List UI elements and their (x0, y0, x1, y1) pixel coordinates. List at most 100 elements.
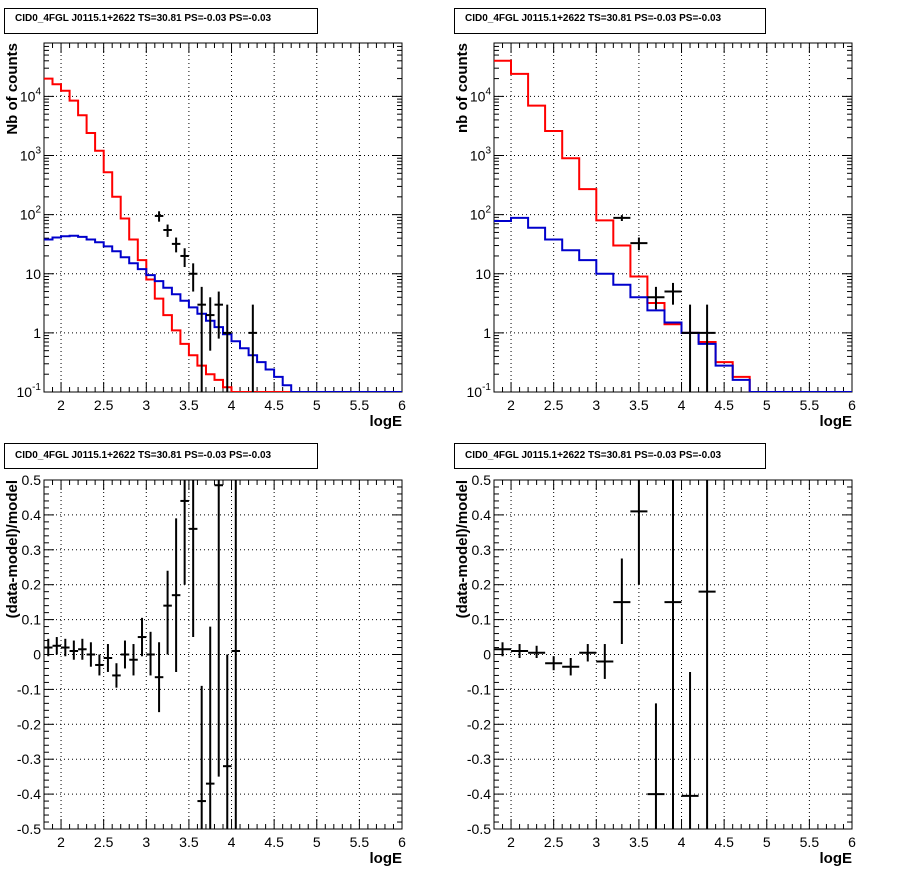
x-tick-label: 4.5 (714, 834, 734, 850)
y-tick-label: 0.5 (472, 472, 492, 488)
data-point (44, 638, 53, 657)
y-tick-label: -0.4 (17, 786, 41, 802)
data-point (120, 640, 130, 669)
data-point (163, 224, 172, 237)
y-tick-label: -0.5 (17, 821, 41, 837)
x-tick-label: 6 (848, 397, 856, 413)
x-tick-label: 5 (763, 834, 771, 850)
grid-lines (44, 480, 402, 829)
data-point (223, 654, 232, 829)
data-point (596, 644, 614, 679)
data-point (698, 304, 716, 392)
y-tick-label: -0.1 (17, 681, 41, 697)
plot-data (494, 59, 852, 392)
x-tick-label: 2.5 (544, 397, 564, 413)
y-tick-label: 104 (20, 86, 42, 104)
y-tick-label: -0.2 (17, 716, 41, 732)
plot-data (44, 480, 241, 829)
data-point (630, 480, 648, 585)
data-point (180, 248, 189, 268)
y-tick-label: 103 (470, 146, 492, 164)
x-tick-label: 4 (228, 834, 236, 850)
x-tick-label: 5.5 (800, 397, 820, 413)
plot-2-title: CID0_4FGL J0115.1+2622 TS=30.81 PS=-0.03… (454, 8, 766, 34)
data-point (188, 263, 198, 292)
y-tick-label: 102 (20, 205, 42, 223)
y-axis-label: (data-model)/model (454, 480, 471, 618)
axes (493, 42, 853, 393)
x-tick-label: 3 (142, 397, 150, 413)
data-point (698, 480, 716, 829)
y-tick-label: -0.5 (467, 821, 491, 837)
data-point (171, 518, 181, 672)
x-tick-label: 2 (507, 397, 515, 413)
y-tick-label: -0.1 (467, 681, 491, 697)
grid-lines (44, 43, 402, 392)
y-tick-label: 0 (483, 647, 491, 663)
data-point (647, 286, 665, 310)
data-point (86, 642, 96, 667)
data-point (528, 645, 546, 658)
y-tick-label: 1 (33, 325, 41, 341)
x-tick-label: 3.5 (629, 397, 649, 413)
model-total-histogram (494, 59, 852, 392)
y-tick-label: 10 (25, 266, 41, 282)
data-point (103, 644, 113, 672)
plot-1: 2 2.5 3 3.5 4 4.5 5 5.5 6 10-1 1 10 102 103 104 logE Nb … (4, 42, 406, 430)
x-tick-label: 5 (313, 397, 321, 413)
plot-data (44, 77, 402, 392)
x-tick-label: 4 (678, 834, 686, 850)
y-axis-label: Nb of counts (4, 43, 21, 135)
data-point (180, 480, 189, 585)
x-tick-label: 2.5 (94, 397, 114, 413)
data-point (188, 480, 198, 638)
data-point (171, 237, 181, 253)
x-tick-label: 6 (398, 834, 406, 850)
data-point (562, 657, 580, 676)
plot-frame (43, 42, 403, 393)
y-tick-label: -0.2 (467, 716, 491, 732)
plot-3: 2 2.5 3 3.5 4 4.5 5 5.5 6 -0.5 -0.4 -0.3 -0.2 -0.1 0 0.… (4, 472, 406, 867)
data-point (214, 291, 223, 339)
x-tick-label: 5 (313, 834, 321, 850)
data-point (630, 237, 648, 251)
x-tick-label: 2.5 (544, 834, 564, 850)
data-point (205, 626, 215, 829)
data-point (664, 282, 682, 305)
data-point (146, 631, 155, 676)
data-point (112, 663, 121, 688)
data-point (78, 638, 87, 660)
y-tick-label: -0.4 (467, 786, 491, 802)
y-tick-label: 0.2 (472, 577, 492, 593)
y-tick-label: -0.3 (17, 751, 41, 767)
data-point (129, 644, 138, 676)
x-tick-label: 4.5 (264, 397, 284, 413)
data-point (681, 304, 699, 392)
x-tick-label: 2.5 (94, 834, 114, 850)
data-point (205, 297, 215, 351)
model-background-histogram (494, 216, 852, 392)
x-tick-label: 3.5 (179, 834, 199, 850)
x-tick-label: 6 (398, 397, 406, 413)
data-point (197, 685, 206, 829)
y-tick-label: 1 (483, 325, 491, 341)
x-axis-label: logE (820, 413, 853, 430)
x-tick-label: 4.5 (264, 834, 284, 850)
data-point (61, 638, 70, 657)
x-tick-label: 3 (592, 834, 600, 850)
data-point (579, 644, 597, 662)
data-point (223, 304, 232, 392)
x-tick-label: 4 (678, 397, 686, 413)
plot-2: 2 2.5 3 3.5 4 4.5 5 5.5 6 10-1 1 10 102 103 104 logE nb … (454, 42, 856, 430)
data-point (154, 642, 164, 713)
x-tick-label: 3 (142, 834, 150, 850)
y-tick-label: 10-1 (467, 382, 492, 400)
data-point (163, 570, 172, 655)
data-point (137, 617, 147, 657)
x-axis-label: logE (370, 850, 403, 867)
y-tick-label: 10-1 (17, 382, 42, 400)
x-tick-label: 4.5 (714, 397, 734, 413)
plot-4-title: CID0_4FGL J0115.1+2622 TS=30.81 PS=-0.03… (454, 443, 766, 469)
y-axis-label: nb of counts (454, 43, 471, 133)
